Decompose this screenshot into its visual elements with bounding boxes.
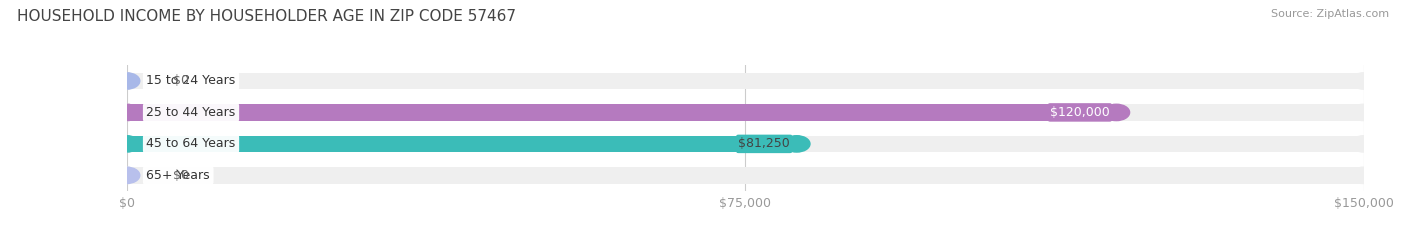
Ellipse shape xyxy=(783,136,810,152)
Ellipse shape xyxy=(1104,104,1129,121)
Ellipse shape xyxy=(114,136,139,152)
Bar xyxy=(127,104,1116,121)
Text: $120,000: $120,000 xyxy=(1050,106,1109,119)
Ellipse shape xyxy=(114,167,139,184)
Text: 25 to 44 Years: 25 to 44 Years xyxy=(146,106,236,119)
Bar xyxy=(127,167,1364,184)
Bar xyxy=(127,136,797,152)
Ellipse shape xyxy=(1351,136,1376,152)
Bar xyxy=(127,104,1364,121)
Text: $81,250: $81,250 xyxy=(738,137,790,150)
Bar xyxy=(127,73,1364,89)
Ellipse shape xyxy=(1351,104,1376,121)
Ellipse shape xyxy=(114,104,139,121)
Ellipse shape xyxy=(114,73,139,89)
Text: $0: $0 xyxy=(173,169,188,182)
Ellipse shape xyxy=(1351,167,1376,184)
Bar xyxy=(127,136,1364,152)
Text: 65+ Years: 65+ Years xyxy=(146,169,209,182)
Text: Source: ZipAtlas.com: Source: ZipAtlas.com xyxy=(1271,9,1389,19)
Text: 15 to 24 Years: 15 to 24 Years xyxy=(146,75,236,87)
Ellipse shape xyxy=(114,104,139,121)
Ellipse shape xyxy=(1351,73,1376,89)
Ellipse shape xyxy=(114,73,139,89)
Ellipse shape xyxy=(114,167,139,184)
Text: 45 to 64 Years: 45 to 64 Years xyxy=(146,137,236,150)
Text: HOUSEHOLD INCOME BY HOUSEHOLDER AGE IN ZIP CODE 57467: HOUSEHOLD INCOME BY HOUSEHOLDER AGE IN Z… xyxy=(17,9,516,24)
Text: $0: $0 xyxy=(173,75,188,87)
Ellipse shape xyxy=(114,136,139,152)
